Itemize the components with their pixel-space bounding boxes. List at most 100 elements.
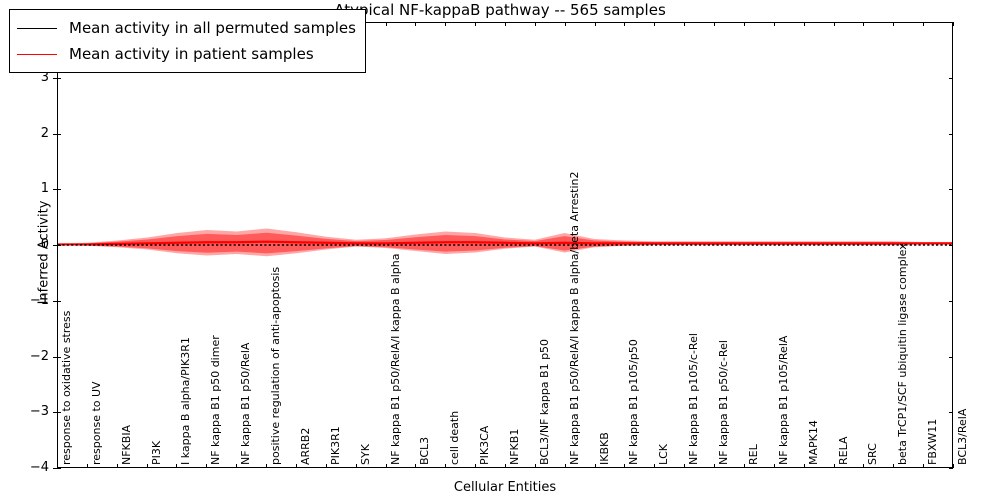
x-tick-mark xyxy=(146,464,148,468)
y-tick-mark xyxy=(53,412,57,414)
x-tick-label: NF kappa B1 p105/RelA xyxy=(776,335,790,465)
x-tick-mark-top xyxy=(624,22,626,26)
x-tick-mark-top xyxy=(594,22,596,26)
x-tick-label: NF kappa B1 p50/RelA/I kappa B alpha/bet… xyxy=(567,171,581,465)
x-tick-mark-top xyxy=(893,22,895,26)
x-tick-mark xyxy=(624,464,626,468)
x-tick-label: RELA xyxy=(836,436,850,466)
y-tick-mark-inner xyxy=(57,300,61,302)
x-tick-label: BCL3/RelA xyxy=(956,408,969,465)
legend-box: Mean activity in all permuted samples Me… xyxy=(9,9,366,73)
x-tick-label: PIK3R1 xyxy=(328,426,342,465)
x-tick-mark-top xyxy=(415,22,417,26)
x-tick-mark-top xyxy=(863,22,865,26)
y-tick-mark xyxy=(53,468,57,469)
x-tick-mark xyxy=(385,464,387,468)
legend-label-permuted: Mean activity in all permuted samples xyxy=(69,19,356,37)
legend-item-permuted: Mean activity in all permuted samples xyxy=(17,15,356,41)
data-layer xyxy=(58,23,952,467)
x-tick-mark-top xyxy=(684,22,686,26)
x-tick-label: positive regulation of anti-apoptosis xyxy=(269,266,283,465)
x-tick-mark-top xyxy=(475,22,477,26)
y-tick-label: −2 xyxy=(29,348,49,364)
x-tick-label: NFKB1 xyxy=(508,428,521,465)
x-tick-mark xyxy=(176,464,178,468)
x-tick-label: NF kappa B1 p50/RelA xyxy=(239,342,253,465)
x-tick-label: PIK3CA xyxy=(478,425,492,465)
x-tick-mark-top xyxy=(564,22,566,26)
x-tick-mark xyxy=(923,464,925,468)
y-tick-mark-right xyxy=(949,22,953,23)
x-tick-mark xyxy=(833,464,835,468)
x-tick-mark xyxy=(206,464,208,468)
x-tick-mark-top xyxy=(654,22,656,26)
x-tick-mark xyxy=(893,464,895,468)
x-tick-label: ARRB2 xyxy=(298,427,312,465)
x-tick-mark xyxy=(325,464,327,468)
legend-line-swatch-red xyxy=(17,53,57,55)
y-tick-mark-right xyxy=(949,189,953,191)
x-tick-label: LCK xyxy=(657,443,671,465)
y-tick-label: 2 xyxy=(40,125,49,141)
x-tick-mark xyxy=(445,464,447,468)
x-tick-mark xyxy=(714,464,716,468)
y-tick-label: 1 xyxy=(40,181,49,197)
x-tick-label: PI3K xyxy=(149,440,163,465)
x-tick-label: SRC xyxy=(866,443,880,465)
x-tick-mark xyxy=(295,464,297,468)
y-tick-label: −1 xyxy=(29,292,49,308)
x-tick-label: BCL3 xyxy=(418,436,432,465)
x-tick-mark xyxy=(534,464,536,468)
x-tick-mark-top xyxy=(385,22,387,26)
y-tick-mark-inner xyxy=(57,412,61,414)
patient-mean-line xyxy=(58,240,952,246)
x-tick-label: beta TrCP1/SCF ubiquitin ligase complex xyxy=(896,243,910,465)
x-tick-mark xyxy=(743,464,745,468)
y-tick-label: −4 xyxy=(29,460,49,475)
x-tick-mark xyxy=(505,464,506,468)
x-tick-mark-top xyxy=(743,22,745,26)
x-tick-label: NF kappa B1 p50/RelA/I kappa B alpha xyxy=(388,253,402,466)
x-tick-label: IKBKB xyxy=(597,432,611,465)
chart-title: Atypical NF-kappaB pathway -- 565 sample… xyxy=(334,1,666,19)
x-tick-label: cell death xyxy=(448,410,462,465)
y-tick-mark-inner xyxy=(57,189,61,191)
x-tick-label: NF kappa B1 p105/p50 xyxy=(627,339,641,465)
x-tick-mark xyxy=(863,464,865,468)
legend-item-patient: Mean activity in patient samples xyxy=(17,41,356,67)
x-tick-label: MAPK14 xyxy=(806,420,820,465)
x-tick-label: REL xyxy=(746,444,760,465)
y-tick-label: −3 xyxy=(29,404,49,420)
x-tick-mark-top xyxy=(773,22,775,26)
x-tick-mark xyxy=(266,464,268,468)
x-tick-mark xyxy=(773,464,775,468)
x-tick-mark-top xyxy=(534,22,536,26)
y-tick-mark-inner xyxy=(57,77,61,79)
x-tick-mark-top xyxy=(714,22,716,26)
y-tick-mark xyxy=(53,356,57,358)
y-tick-mark-right xyxy=(949,77,953,79)
x-tick-mark xyxy=(355,464,357,468)
y-tick-mark-right xyxy=(949,412,953,414)
x-tick-mark xyxy=(684,464,686,468)
y-tick-label: 0 xyxy=(40,237,49,252)
y-tick-mark-right xyxy=(949,300,953,302)
y-tick-mark-right xyxy=(949,133,953,135)
x-tick-mark-top xyxy=(505,22,506,26)
y-tick-mark xyxy=(53,133,57,135)
x-tick-mark xyxy=(236,464,238,468)
legend-line-swatch-black xyxy=(17,27,57,29)
x-tick-mark xyxy=(57,464,58,468)
x-tick-mark-top xyxy=(833,22,835,26)
y-tick-mark-inner xyxy=(57,133,61,135)
x-tick-label: NF kappa B1 p50/c-Rel xyxy=(717,340,731,465)
x-tick-mark-top xyxy=(445,22,447,26)
x-tick-mark xyxy=(953,464,954,468)
legend-label-patient: Mean activity in patient samples xyxy=(69,45,314,63)
x-tick-label: NFKBIA xyxy=(119,424,133,465)
y-tick-mark xyxy=(53,77,57,79)
y-tick-mark-inner xyxy=(57,468,61,469)
x-tick-label: response to UV xyxy=(89,381,103,465)
x-tick-mark xyxy=(475,464,477,468)
x-tick-mark xyxy=(116,464,118,468)
